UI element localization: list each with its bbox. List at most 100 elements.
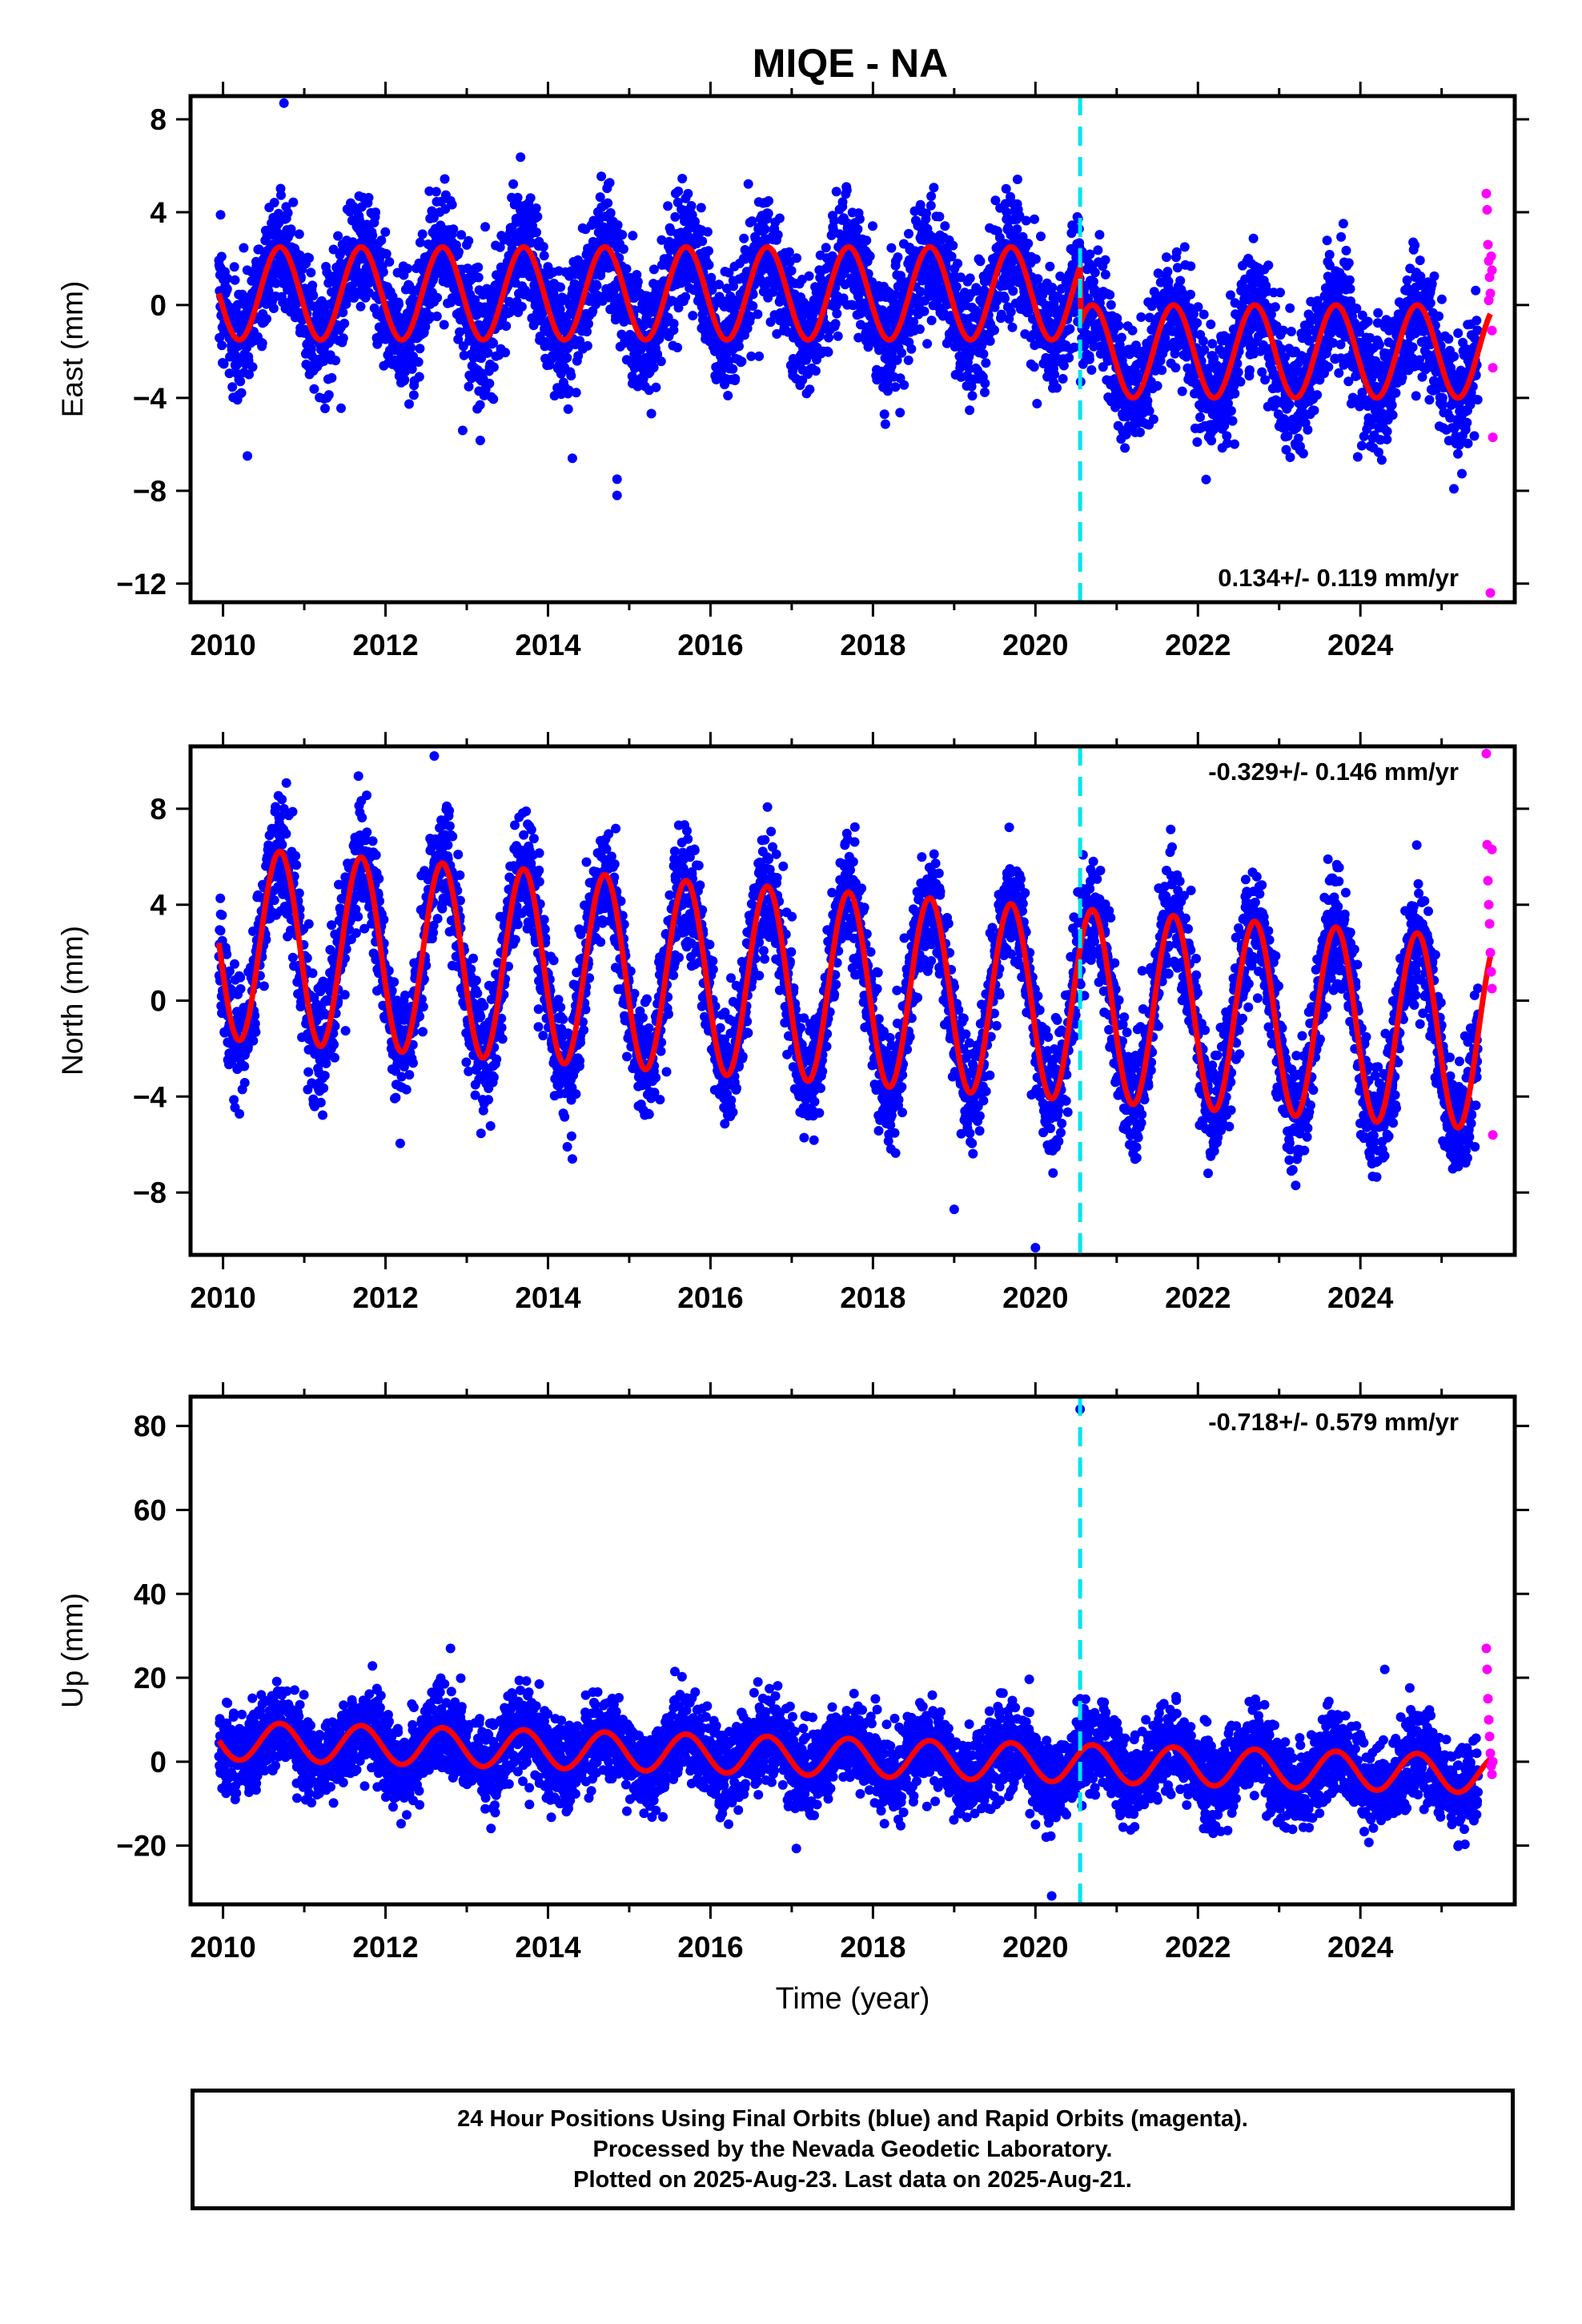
data-point [455, 327, 465, 337]
data-point [739, 233, 749, 243]
data-point [404, 399, 414, 409]
data-point [414, 372, 424, 382]
data-point [656, 235, 667, 245]
data-point [1084, 354, 1094, 364]
data-point [1086, 365, 1097, 375]
data-point [1374, 340, 1384, 350]
data-point [1006, 307, 1016, 317]
data-point [706, 272, 717, 283]
data-point [1106, 300, 1116, 310]
data-point [1120, 443, 1130, 453]
data-point [564, 385, 574, 396]
data-point [236, 388, 247, 398]
data-point [488, 362, 499, 372]
data-point [804, 271, 814, 281]
data-point [1142, 396, 1153, 406]
data-point [336, 403, 346, 413]
data-point [1148, 414, 1158, 424]
data-point [604, 178, 615, 188]
data-point [994, 232, 1005, 243]
data-point [532, 211, 543, 222]
data-point [1343, 258, 1354, 268]
data-point [1002, 207, 1012, 218]
data-point [535, 332, 545, 341]
data-point [1100, 255, 1110, 265]
data-point [1047, 283, 1058, 292]
data-point [403, 263, 413, 274]
data-point [890, 382, 901, 392]
data-point [307, 280, 318, 291]
data-point [747, 216, 757, 227]
data-point [1093, 245, 1103, 255]
data-point [417, 229, 428, 239]
data-point [980, 387, 990, 397]
data-point [537, 309, 548, 319]
data-point [367, 230, 378, 240]
data-point [1230, 439, 1239, 449]
data-point [1199, 309, 1209, 320]
data-point [1338, 219, 1348, 229]
data-point [1135, 427, 1145, 437]
data-point [1312, 390, 1323, 400]
data-point [222, 283, 232, 294]
data-point [953, 259, 963, 269]
data-point [566, 371, 576, 381]
data-point [829, 215, 839, 226]
data-point [331, 356, 341, 366]
data-point [946, 251, 957, 262]
data-point [384, 257, 395, 267]
data-point [508, 179, 519, 189]
data-point [853, 224, 863, 235]
data-point [538, 242, 548, 252]
data-point [677, 174, 688, 183]
data-point [501, 321, 512, 332]
data-point [919, 306, 930, 316]
data-point [966, 381, 977, 392]
data-point [276, 190, 286, 200]
data-point [830, 319, 841, 329]
data-point [1373, 308, 1383, 318]
data-point [306, 267, 316, 278]
data-point [531, 203, 541, 213]
data-point [639, 320, 649, 331]
data-point [475, 400, 485, 410]
data-point [1309, 405, 1319, 416]
data-point [1170, 363, 1181, 373]
data-point [262, 314, 271, 324]
data-point [723, 391, 733, 400]
data-point [592, 280, 602, 291]
data-point [308, 291, 319, 301]
data-point [729, 281, 739, 292]
data-point [439, 320, 449, 330]
data-point [948, 240, 958, 251]
data-point [304, 253, 314, 263]
data-point [1157, 365, 1167, 376]
data-point [582, 340, 592, 351]
data-point [1036, 231, 1046, 242]
data-point [1226, 406, 1236, 416]
data-point [407, 364, 417, 374]
data-point [1387, 410, 1398, 420]
data-point [670, 211, 681, 222]
data-point [765, 317, 776, 328]
data-point [1105, 290, 1115, 300]
data-point [453, 334, 464, 344]
data-point [1387, 400, 1397, 410]
data-point [832, 308, 842, 319]
data-point [532, 227, 541, 238]
data-point [704, 246, 713, 256]
data-point [1260, 375, 1271, 385]
data-point [618, 244, 628, 254]
data-point [483, 348, 493, 358]
data-point [824, 332, 833, 343]
data-point [1010, 232, 1021, 243]
data-point [714, 279, 724, 290]
data-point [1334, 368, 1344, 378]
data-point [861, 235, 872, 246]
data-point [1171, 247, 1182, 257]
data-point [473, 262, 484, 272]
data-point [697, 236, 708, 247]
data-point [525, 193, 536, 203]
data-point [1000, 293, 1010, 304]
data-point [378, 267, 388, 277]
